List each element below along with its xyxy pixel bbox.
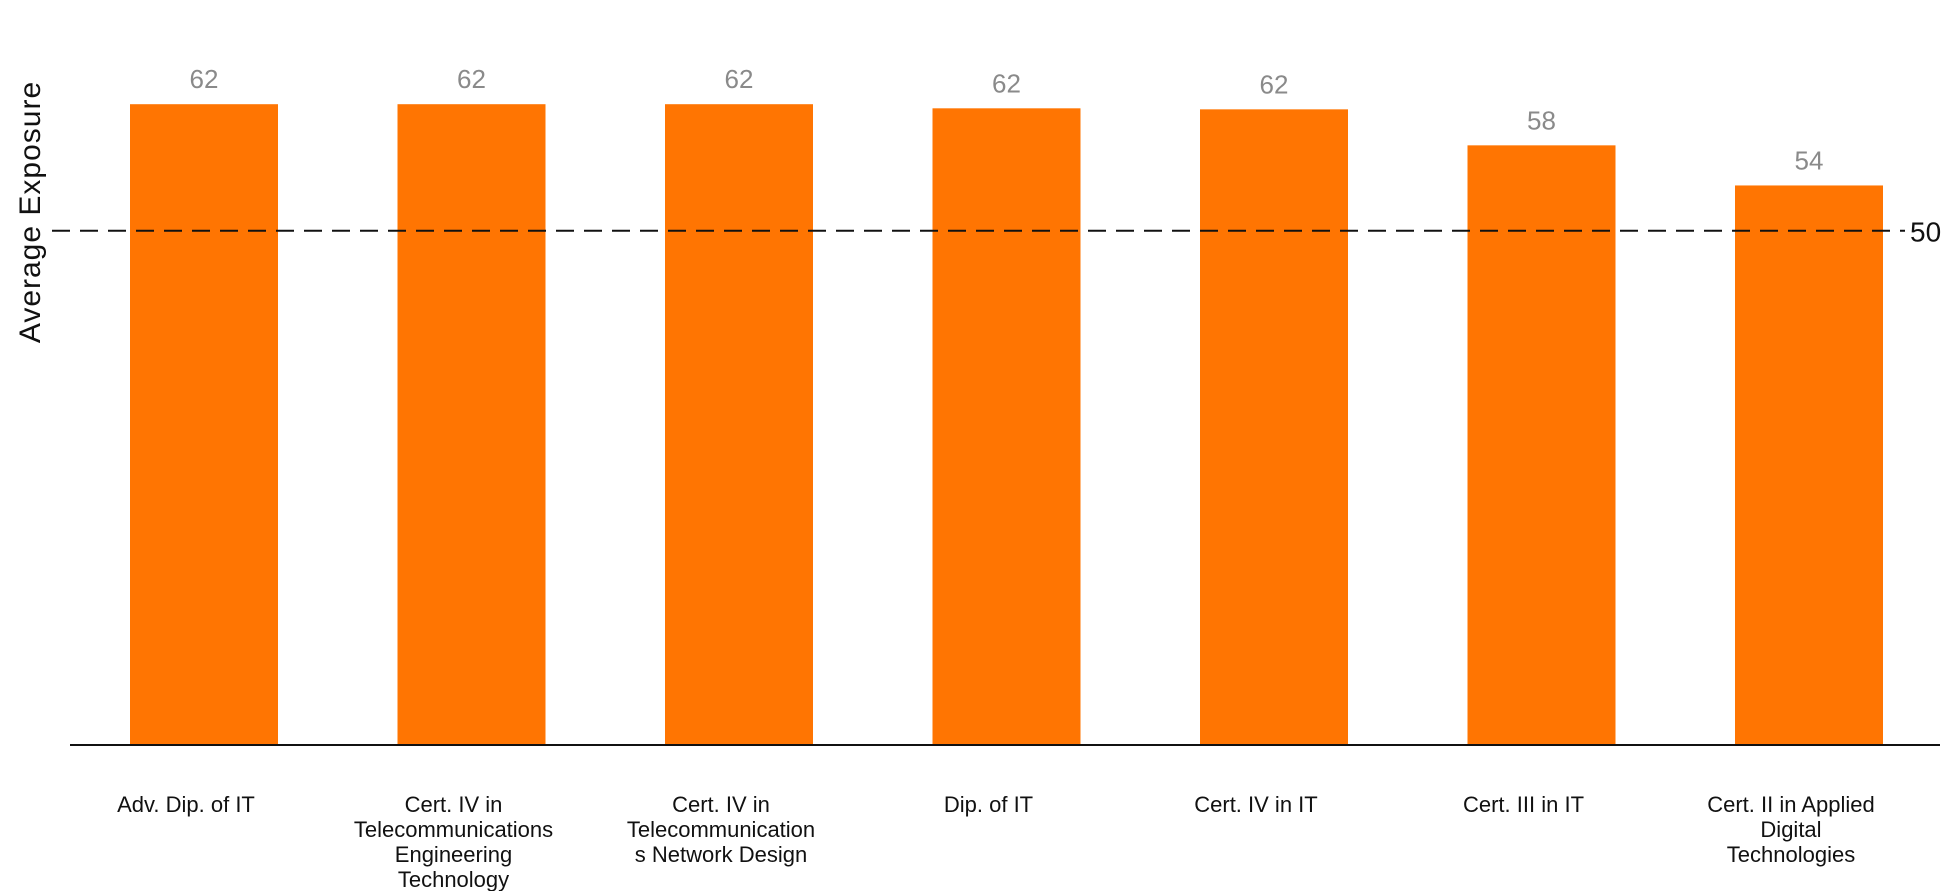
bar-5 — [1200, 109, 1348, 746]
value-labels-layer: 62 62 62 62 62 58 54 — [190, 64, 1824, 175]
value-label-4: 62 — [992, 68, 1021, 98]
category-label-6: Cert. III in IT — [1463, 792, 1584, 817]
y-axis-label: Average Exposure — [14, 81, 47, 343]
bar-7 — [1735, 185, 1883, 745]
value-label-5: 62 — [1260, 69, 1289, 99]
value-label-1: 62 — [190, 64, 219, 94]
category-label-3: Cert. IV in Telecommunication s Network De… — [627, 792, 815, 867]
bar-1 — [130, 104, 278, 745]
value-label-7: 54 — [1795, 145, 1824, 175]
category-label-5: Cert. IV in IT — [1194, 792, 1317, 817]
category-label-1: Adv. Dip. of IT — [117, 792, 255, 817]
category-labels-layer: Adv. Dip. of IT Cert. IV in Telecommunicat… — [117, 792, 1875, 892]
value-label-6: 58 — [1527, 105, 1556, 135]
bar-4 — [932, 108, 1081, 746]
category-label-2: Cert. IV in Telecommunications Engineering… — [354, 792, 553, 891]
bar-3 — [665, 104, 813, 745]
value-label-3: 62 — [725, 64, 754, 94]
reference-line-label: 50 — [1910, 217, 1941, 248]
bars-layer — [130, 104, 1883, 746]
bar-2 — [397, 104, 546, 745]
value-label-2: 62 — [457, 64, 486, 94]
bar-6 — [1467, 145, 1616, 746]
category-label-7: Cert. II in Applied Digital Technologies — [1707, 792, 1875, 867]
category-label-4: Dip. of IT — [944, 792, 1033, 817]
